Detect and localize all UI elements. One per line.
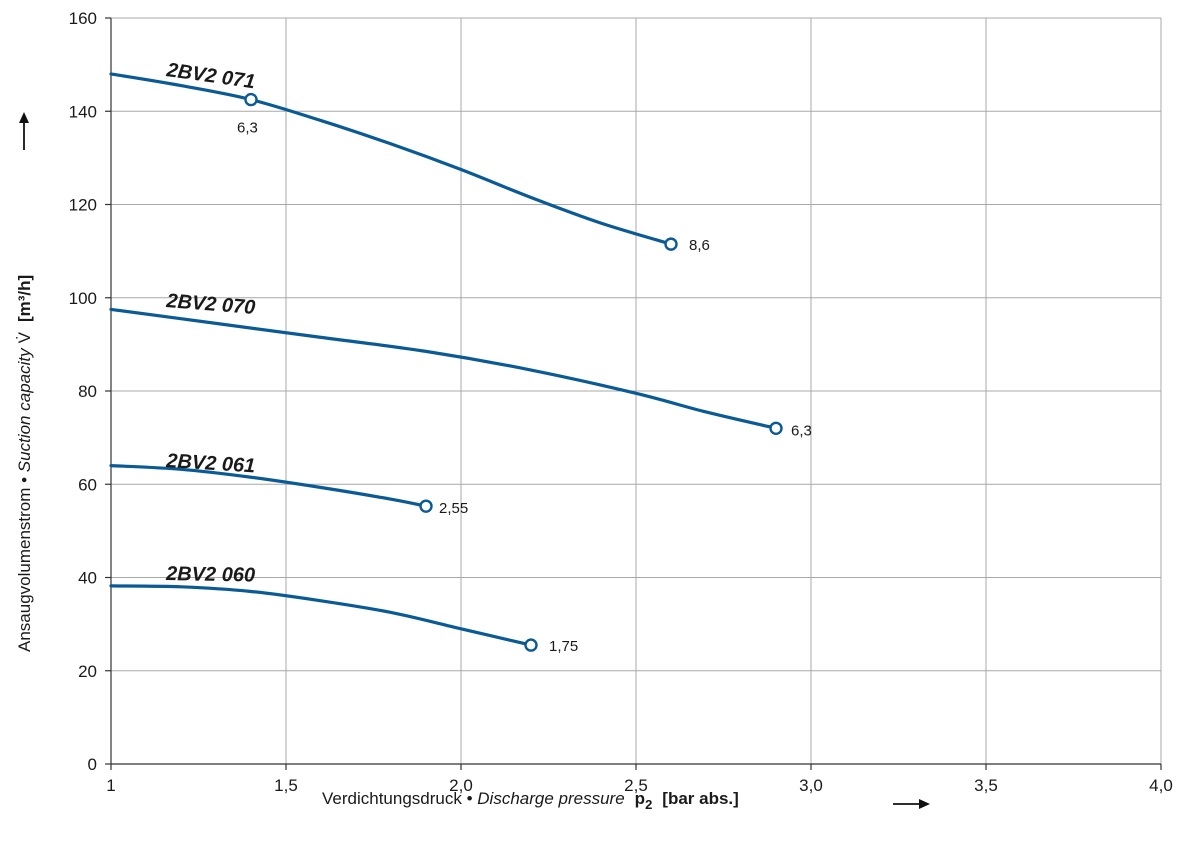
y-axis-arrow bbox=[19, 112, 29, 150]
series-2bv2-060: 2BV2 060 1,75 bbox=[109, 563, 578, 655]
y-tick-labels: 0 20 40 60 80 100 120 140 160 bbox=[69, 9, 97, 774]
axes bbox=[105, 17, 1162, 770]
y-axis-title-en: Suction capacity bbox=[15, 347, 34, 472]
data-point-marker bbox=[244, 92, 258, 107]
data-point-label: 1,75 bbox=[549, 638, 578, 655]
x-axis-subscript: 2 bbox=[645, 797, 652, 812]
y-axis-symbol: V̇ bbox=[15, 331, 34, 343]
y-tick-label: 100 bbox=[69, 289, 97, 308]
y-tick-label: 80 bbox=[78, 382, 97, 401]
series-line bbox=[109, 464, 428, 508]
x-tick-label: 1 bbox=[106, 776, 115, 795]
series-name-label: 2BV2 061 bbox=[165, 450, 256, 477]
series-name-label: 2BV2 060 bbox=[165, 563, 255, 587]
x-tick-label: 2,0 bbox=[449, 776, 473, 795]
y-tick-label: 40 bbox=[78, 569, 97, 588]
x-axis-title-de: Verdichtungsdruck • bbox=[322, 789, 477, 808]
y-tick-label: 140 bbox=[69, 102, 97, 121]
x-tick-label: 3,5 bbox=[974, 776, 998, 795]
x-axis-symbol: p bbox=[635, 789, 645, 808]
y-tick-label: 160 bbox=[69, 9, 97, 28]
x-axis-title-en: Discharge pressure bbox=[477, 789, 624, 808]
data-point-marker bbox=[524, 638, 538, 652]
y-axis-title: Ansaugvolumenstrom • Suction capacity V̇ [… bbox=[15, 275, 34, 652]
x-axis-arrow bbox=[893, 799, 930, 809]
y-axis-title-de: Ansaugvolumenstrom • bbox=[15, 472, 34, 652]
data-point-label: 6,3 bbox=[791, 422, 812, 439]
data-point-marker bbox=[419, 499, 433, 513]
y-tick-label: 60 bbox=[78, 475, 97, 494]
x-tick-label: 4,0 bbox=[1149, 776, 1173, 795]
data-point-label: 8,6 bbox=[689, 237, 710, 254]
x-axis-title: Verdichtungsdruck • Discharge pressure p2… bbox=[322, 789, 739, 812]
data-point-label: 6,3 bbox=[237, 120, 258, 137]
x-tick-labels: 1 1,5 2,0 2,5 3,0 3,5 4,0 bbox=[106, 776, 1173, 795]
series-name-label: 2BV2 070 bbox=[165, 290, 256, 319]
x-tick-label: 3,0 bbox=[799, 776, 823, 795]
series-line bbox=[109, 307, 778, 430]
y-axis-unit: [m³/h] bbox=[15, 275, 34, 322]
grid bbox=[110, 17, 1162, 765]
series-line bbox=[109, 72, 673, 246]
series-name-label: 2BV2 071 bbox=[164, 59, 256, 93]
x-tick-label: 2,5 bbox=[624, 776, 648, 795]
data-point-label: 2,55 bbox=[439, 500, 468, 517]
series-2bv2-071: 2BV2 071 6,3 8,6 bbox=[109, 59, 710, 254]
series-line bbox=[109, 584, 533, 647]
series-2bv2-061: 2BV2 061 2,55 bbox=[109, 450, 468, 517]
y-tick-label: 20 bbox=[78, 662, 97, 681]
y-tick-label: 120 bbox=[69, 196, 97, 215]
data-point-marker bbox=[664, 237, 678, 251]
x-tick-label: 1,5 bbox=[274, 776, 298, 795]
data-point-marker bbox=[769, 421, 783, 435]
y-tick-label: 0 bbox=[88, 755, 97, 774]
x-axis-unit: [bar abs.] bbox=[662, 789, 739, 808]
